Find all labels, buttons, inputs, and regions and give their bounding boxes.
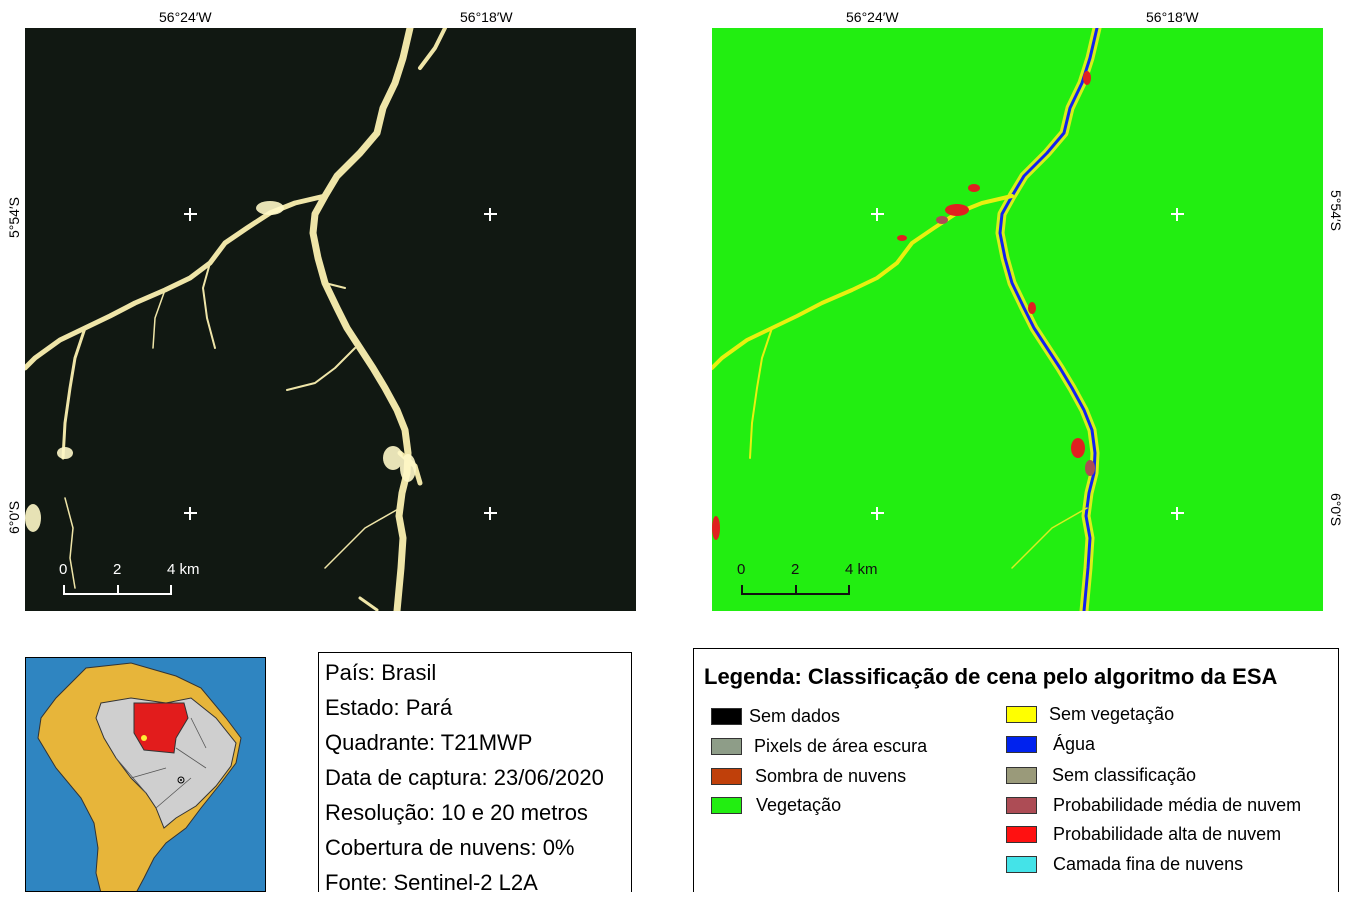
lat-label-right-2: 6°0′S (1328, 493, 1344, 527)
legend-item-non-vegetated: Sem vegetação (1006, 703, 1174, 725)
legend-label: Sem classificação (1052, 764, 1197, 785)
classified-river-network (712, 28, 1102, 611)
grid-cross-marker (1171, 507, 1184, 520)
legend-item-cloud-shadow: Sombra de nuvens (711, 765, 906, 787)
legend-title: Legenda: Classificação de cena pelo algo… (704, 664, 1278, 689)
legend-item-vegetation: Vegetação (711, 794, 841, 816)
info-capture-date: Data de captura: 23/06/2020 (325, 765, 604, 790)
classification-map: 0 2 4 km (712, 28, 1323, 611)
scale-tick (795, 585, 797, 595)
legend-label: Camada fina de nuvens (1053, 853, 1244, 874)
legend-swatch (711, 737, 742, 755)
legend-swatch (1006, 855, 1037, 873)
legend-label: Sombra de nuvens (755, 765, 907, 786)
scale-tick (170, 585, 172, 595)
grid-cross-marker (184, 507, 197, 520)
scale-label-2: 2 (113, 561, 122, 578)
legend-label: Sem dados (749, 705, 841, 726)
legend-label: Probabilidade média de nuvem (1053, 794, 1302, 815)
legend-label: Sem vegetação (1049, 703, 1175, 724)
legend-item-unclassified: Sem classificação (1006, 764, 1196, 786)
legend-label: Probabilidade alta de nuvem (1053, 823, 1282, 844)
info-country: País: Brasil (325, 660, 437, 685)
legend-swatch (711, 707, 742, 725)
scale-tick (741, 585, 743, 595)
legend-item-dark-area: Pixels de área escura (711, 735, 927, 757)
lon-label-left-map-1: 56°24′W (159, 9, 212, 25)
legend-swatch (1006, 766, 1037, 784)
legend-label: Água (1053, 733, 1096, 754)
scale-bar: 0 2 4 km (737, 561, 878, 601)
scene-info-box: País: Brasil Estado: Pará Quadrante: T21… (318, 652, 632, 895)
legend-item-cloud-high: Probabilidade alta de nuvem (1006, 823, 1281, 845)
satellite-image-map: 0 2 4 km (25, 28, 636, 611)
info-tile: Quadrante: T21MWP (325, 730, 533, 755)
legend-item-thin-cirrus: Camada fina de nuvens (1006, 853, 1243, 875)
scale-label-0: 0 (737, 561, 746, 578)
info-state: Estado: Pará (325, 695, 453, 720)
legend-label: Vegetação (756, 794, 842, 815)
legend-item-no-data: Sem dados (711, 705, 840, 727)
grid-cross-marker (1171, 208, 1184, 221)
legend-swatch (1006, 705, 1037, 723)
scale-tick (848, 585, 850, 595)
info-resolution: Resolução: 10 e 20 metros (325, 800, 588, 825)
grid-cross-marker (184, 208, 197, 221)
scale-tick (63, 585, 65, 595)
grid-cross-marker (871, 208, 884, 221)
scale-label-0: 0 (59, 561, 68, 578)
lon-label-right-map-1: 56°24′W (846, 9, 899, 25)
legend-box: Legenda: Classificação de cena pelo algo… (693, 648, 1339, 892)
grid-cross-marker (484, 507, 497, 520)
river-network-satellite (25, 28, 447, 611)
legend-item-water: Água (1006, 733, 1095, 755)
lon-label-right-map-2: 56°18′W (1146, 9, 1199, 25)
legend-label: Pixels de área escura (754, 735, 928, 756)
scale-bar: 0 2 4 km (59, 561, 200, 601)
legend-swatch (1006, 796, 1037, 814)
legend-item-cloud-medium: Probabilidade média de nuvem (1006, 794, 1301, 816)
scale-label-2: 2 (791, 561, 800, 578)
legend-swatch (1006, 825, 1037, 843)
grid-cross-marker (871, 507, 884, 520)
grid-cross-marker (484, 208, 497, 221)
legend-swatch (711, 796, 742, 814)
legend-swatch (711, 767, 742, 785)
info-source: Fonte: Sentinel-2 L2A (325, 870, 538, 895)
scale-label-4km: 4 km (845, 561, 878, 578)
south-america-outline (37, 662, 242, 891)
info-cloud-cover: Cobertura de nuvens: 0% (325, 835, 575, 860)
scale-tick (117, 585, 119, 595)
lat-label-left-2: 6°0′S (6, 500, 22, 534)
lat-label-left-1: 5°54′S (6, 197, 22, 238)
scale-label-4km: 4 km (167, 561, 200, 578)
locator-map (25, 657, 266, 892)
lat-label-right-1: 5°54′S (1328, 190, 1344, 231)
lon-label-left-map-2: 56°18′W (460, 9, 513, 25)
legend-swatch (1006, 735, 1037, 753)
